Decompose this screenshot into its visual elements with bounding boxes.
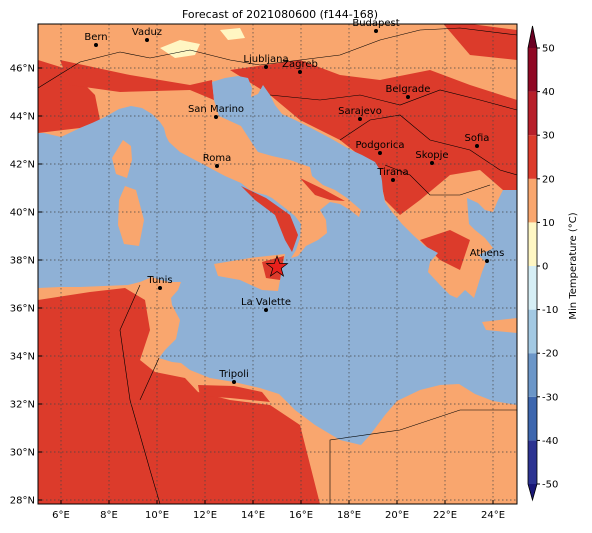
map-frame	[37, 23, 518, 505]
colorbar-band	[528, 91, 537, 136]
city-marker	[145, 38, 149, 42]
city-marker	[214, 115, 218, 119]
y-tick-label: 44°N	[10, 112, 35, 123]
warm-zone	[420, 230, 470, 270]
city-label: Budapest	[352, 18, 399, 29]
city-marker	[475, 144, 479, 148]
y-tick-label: 46°N	[10, 64, 35, 75]
city-marker	[264, 65, 268, 69]
island	[118, 186, 144, 246]
colorbar-tick-label: -20	[542, 349, 558, 360]
x-tick-label: 8°E	[100, 510, 118, 521]
city-label: Roma	[203, 153, 232, 164]
warm-zone	[60, 60, 214, 100]
x-tick-label: 18°E	[337, 510, 361, 521]
warm-zone	[300, 178, 345, 201]
borders	[38, 27, 517, 504]
city-marker	[358, 117, 362, 121]
x-tick-label: 12°E	[193, 510, 217, 521]
colorbar-tick-label: 10	[542, 218, 555, 229]
city-label: Zagreb	[282, 59, 318, 70]
colorbar-tick-label: -10	[542, 305, 558, 316]
city-label: Ljubljana	[243, 54, 288, 65]
city-label: Tunis	[146, 275, 172, 286]
colorbar-extension	[528, 26, 537, 48]
colorbar-band	[528, 48, 537, 92]
city-marker	[158, 286, 162, 290]
island	[112, 140, 132, 178]
city-label: Skopje	[415, 150, 448, 161]
city-label: La Valette	[241, 297, 291, 308]
x-tick-label: 22°E	[433, 510, 457, 521]
colorbar-band	[528, 396, 537, 441]
graticule: 28°N 30°N 32°N 34°N 36°N 38°N 40°N 42°N 44°N 46°N…	[10, 24, 517, 521]
city-label: Belgrade	[386, 84, 431, 95]
city-marker	[232, 380, 236, 384]
y-tick-label: 40°N	[10, 208, 35, 219]
location-star	[265, 254, 289, 277]
city-marker	[430, 161, 434, 165]
colorbar-extension	[528, 484, 537, 500]
x-tick-label: 6°E	[52, 510, 70, 521]
colorbar-tick-label: 30	[542, 131, 555, 142]
title: Forecast of 2021080600 (f144-168)	[182, 8, 378, 21]
colorbar-band	[528, 178, 537, 223]
city-label: San Marino	[188, 104, 244, 115]
city-label: Sarajevo	[338, 106, 382, 117]
city-label: Sofia	[465, 133, 490, 144]
colorbar-band	[528, 135, 537, 179]
city-marker	[94, 43, 98, 47]
city-marker	[378, 151, 382, 155]
y-tick-label: 34°N	[10, 352, 35, 363]
colorbar-band	[528, 309, 537, 354]
city-label: Bern	[84, 32, 107, 43]
colorbar-tick-label: 20	[542, 174, 555, 185]
city-marker	[485, 259, 489, 263]
y-tick-label: 32°N	[10, 400, 35, 411]
colorbar-band	[528, 353, 537, 397]
colorbar-tick-label: 0	[542, 262, 548, 273]
colorbar-band	[528, 440, 537, 484]
y-tick-label: 28°N	[10, 496, 35, 507]
x-tick-label: 10°E	[145, 510, 169, 521]
x-tick-label: 14°E	[241, 510, 265, 521]
cool-zone	[220, 28, 245, 40]
city-label: Athens	[470, 248, 505, 259]
y-tick-label: 36°N	[10, 304, 35, 315]
warm-zone	[38, 288, 320, 504]
y-tick-label: 42°N	[10, 160, 35, 171]
city-marker	[391, 178, 395, 182]
x-tick-label: 20°E	[385, 510, 409, 521]
city-marker	[374, 29, 378, 33]
warm-zone	[241, 186, 298, 252]
y-tick-label: 38°N	[10, 256, 35, 267]
colorbar: -50 -40 -30 -20 -10 0 10 20 30 40 50	[527, 25, 558, 502]
x-tick-label: 16°E	[289, 510, 313, 521]
city-marker	[215, 164, 219, 168]
cities: Bern Vaduz Budapest Ljubljana Zagreb Bel…	[84, 18, 504, 384]
island	[482, 318, 517, 333]
colorbar-tick-label: -30	[542, 392, 558, 403]
colorbar-tick-label: -50	[542, 480, 558, 491]
city-label: Podgorica	[355, 140, 404, 151]
x-tick-label: 24°E	[481, 510, 505, 521]
colorbar-band	[528, 266, 537, 310]
warm-zone	[198, 385, 270, 402]
colorbar-tick-label: 50	[542, 44, 555, 55]
city-marker	[264, 308, 268, 312]
city-label: Vaduz	[132, 27, 162, 38]
colorbar-label: Min Temperature (°C)	[568, 212, 579, 319]
city-label: Tripoli	[218, 369, 249, 380]
colorbar-band	[528, 222, 537, 266]
cool-zone	[160, 40, 200, 58]
colorbar-tick-label: 40	[542, 87, 555, 98]
city-marker	[406, 95, 410, 99]
y-tick-label: 30°N	[10, 448, 35, 459]
city-label: Tirana	[376, 167, 408, 178]
colorbar-tick-label: -40	[542, 436, 558, 447]
city-marker	[298, 70, 302, 74]
